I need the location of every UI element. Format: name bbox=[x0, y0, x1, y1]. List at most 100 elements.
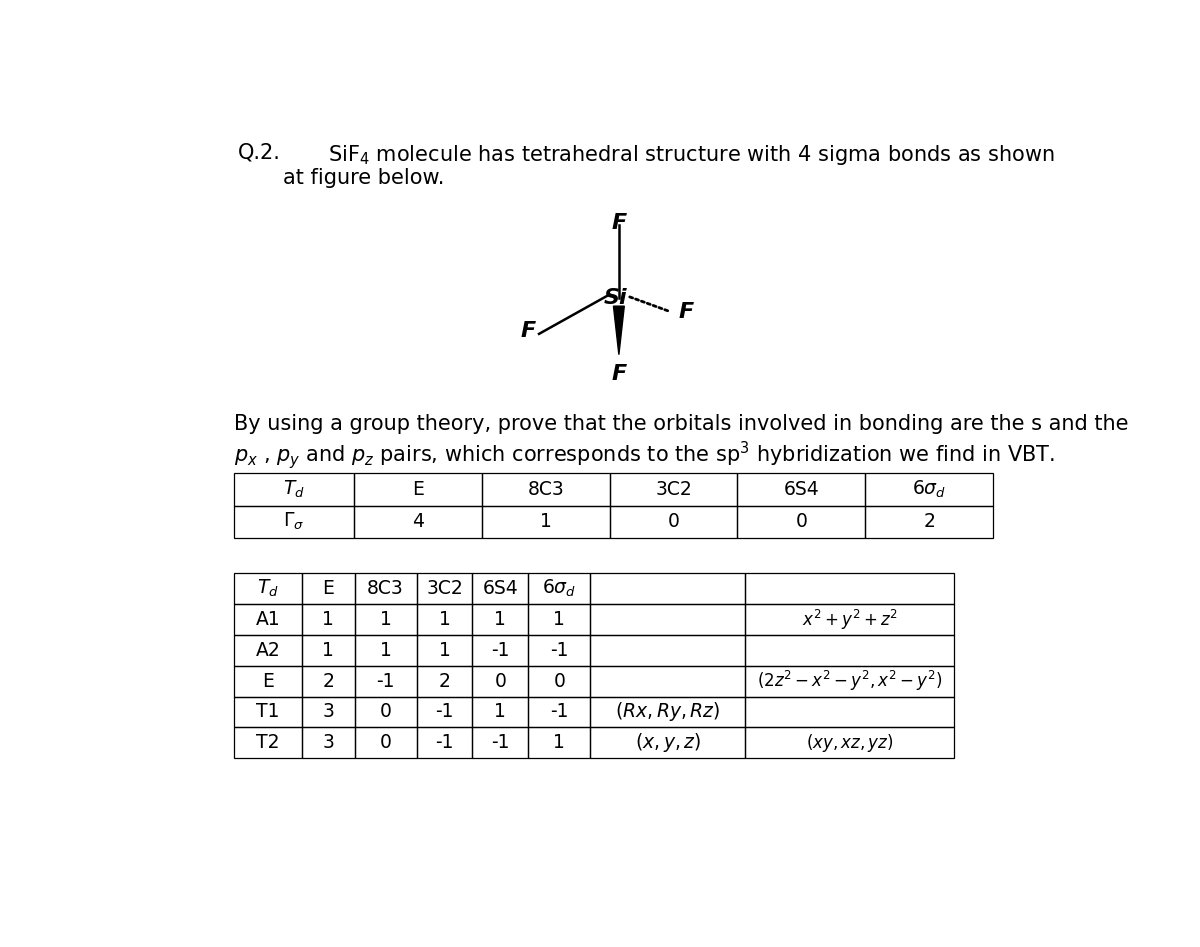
Text: 0: 0 bbox=[667, 512, 679, 531]
Text: 6S4: 6S4 bbox=[784, 480, 820, 499]
Text: 1: 1 bbox=[494, 610, 506, 629]
Bar bbox=[234, 634, 302, 666]
Text: 2: 2 bbox=[923, 512, 935, 531]
Bar bbox=[745, 604, 954, 634]
Bar bbox=[528, 666, 590, 697]
Text: 3C2: 3C2 bbox=[426, 580, 463, 599]
Bar bbox=[528, 573, 590, 604]
Bar bbox=[234, 474, 354, 506]
Bar bbox=[528, 604, 590, 634]
Bar bbox=[590, 604, 745, 634]
Bar bbox=[355, 604, 416, 634]
Polygon shape bbox=[613, 306, 624, 354]
Bar bbox=[865, 474, 994, 506]
Bar bbox=[302, 634, 355, 666]
Text: -1: -1 bbox=[550, 641, 569, 660]
Bar bbox=[302, 573, 355, 604]
Text: -1: -1 bbox=[436, 733, 454, 752]
Bar bbox=[302, 666, 355, 697]
Bar bbox=[302, 697, 355, 727]
Text: $(2z^2-x^2-y^2, x^2-y^2)$: $(2z^2-x^2-y^2, x^2-y^2)$ bbox=[757, 670, 943, 693]
Text: 3: 3 bbox=[323, 733, 334, 752]
Bar bbox=[416, 727, 473, 759]
Text: F: F bbox=[611, 213, 626, 233]
Bar bbox=[355, 634, 416, 666]
Bar bbox=[354, 506, 481, 538]
Bar bbox=[416, 697, 473, 727]
Bar bbox=[610, 506, 738, 538]
Text: 0: 0 bbox=[553, 671, 565, 690]
Bar bbox=[416, 604, 473, 634]
Text: $x^2+y^2+z^2$: $x^2+y^2+z^2$ bbox=[802, 607, 898, 632]
Bar bbox=[590, 727, 745, 759]
Bar bbox=[610, 474, 738, 506]
Text: -1: -1 bbox=[436, 703, 454, 722]
Text: E: E bbox=[323, 580, 334, 599]
Text: E: E bbox=[412, 480, 424, 499]
Text: 6S4: 6S4 bbox=[482, 580, 518, 599]
Bar bbox=[528, 727, 590, 759]
Bar bbox=[473, 573, 528, 604]
Bar bbox=[234, 604, 302, 634]
Text: 0: 0 bbox=[494, 671, 506, 690]
Text: 2: 2 bbox=[438, 671, 450, 690]
Text: F: F bbox=[611, 364, 626, 384]
Text: $\Gamma_\sigma$: $\Gamma_\sigma$ bbox=[283, 511, 305, 532]
Bar bbox=[745, 634, 954, 666]
Text: 3C2: 3C2 bbox=[655, 480, 692, 499]
Bar bbox=[473, 697, 528, 727]
Bar bbox=[590, 573, 745, 604]
Text: 1: 1 bbox=[379, 641, 391, 660]
Text: 0: 0 bbox=[379, 703, 391, 722]
Text: at figure below.: at figure below. bbox=[283, 168, 445, 188]
Bar bbox=[473, 727, 528, 759]
Text: A1: A1 bbox=[256, 610, 280, 629]
Bar bbox=[234, 573, 302, 604]
Bar bbox=[481, 474, 610, 506]
Text: 1: 1 bbox=[553, 610, 565, 629]
Text: 0: 0 bbox=[796, 512, 808, 531]
Bar bbox=[473, 634, 528, 666]
Text: Si: Si bbox=[604, 289, 628, 309]
Text: $6\sigma_d$: $6\sigma_d$ bbox=[912, 479, 947, 500]
Text: 1: 1 bbox=[323, 610, 334, 629]
Bar bbox=[865, 506, 994, 538]
Bar bbox=[745, 697, 954, 727]
Bar bbox=[745, 727, 954, 759]
Bar bbox=[234, 666, 302, 697]
Text: F: F bbox=[678, 302, 694, 322]
Text: 8C3: 8C3 bbox=[367, 580, 404, 599]
Text: 0: 0 bbox=[379, 733, 391, 752]
Bar bbox=[302, 604, 355, 634]
Text: 1: 1 bbox=[540, 512, 552, 531]
Text: 1: 1 bbox=[438, 641, 450, 660]
Text: 8C3: 8C3 bbox=[527, 480, 564, 499]
Text: 3: 3 bbox=[323, 703, 334, 722]
Bar bbox=[745, 573, 954, 604]
Bar bbox=[416, 573, 473, 604]
Bar bbox=[473, 666, 528, 697]
Bar bbox=[528, 697, 590, 727]
Text: 1: 1 bbox=[494, 703, 506, 722]
Bar bbox=[355, 666, 416, 697]
Text: T2: T2 bbox=[256, 733, 280, 752]
Bar bbox=[302, 727, 355, 759]
Bar bbox=[355, 697, 416, 727]
Text: T1: T1 bbox=[256, 703, 280, 722]
Text: 4: 4 bbox=[412, 512, 424, 531]
Text: $6\sigma_d$: $6\sigma_d$ bbox=[542, 578, 576, 599]
Bar bbox=[738, 474, 865, 506]
Bar bbox=[481, 506, 610, 538]
Text: SiF$_4$ molecule has tetrahedral structure with 4 sigma bonds as shown: SiF$_4$ molecule has tetrahedral structu… bbox=[329, 143, 1055, 167]
Bar bbox=[745, 666, 954, 697]
Text: -1: -1 bbox=[491, 733, 510, 752]
Text: F: F bbox=[521, 321, 536, 341]
Text: E: E bbox=[262, 671, 274, 690]
Bar bbox=[416, 634, 473, 666]
Text: 1: 1 bbox=[438, 610, 450, 629]
Bar bbox=[473, 604, 528, 634]
Text: -1: -1 bbox=[491, 641, 510, 660]
Text: A2: A2 bbox=[256, 641, 280, 660]
Text: $T_d$: $T_d$ bbox=[257, 578, 278, 599]
Text: -1: -1 bbox=[377, 671, 395, 690]
